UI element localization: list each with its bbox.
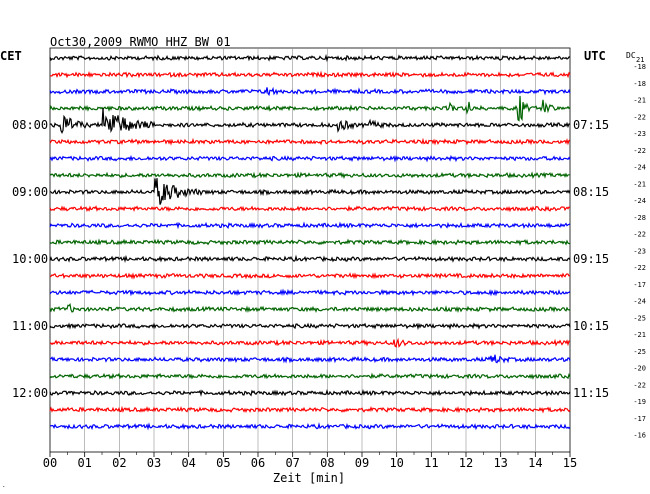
- seismogram-trace: [49, 254, 571, 264]
- dc-offset-label: -22: [633, 113, 646, 121]
- right-timezone-label: UTC: [584, 49, 606, 63]
- left-timezone-label: CET: [0, 49, 22, 63]
- dc-offset-label: -21: [633, 97, 646, 105]
- x-tick-label: 07: [285, 456, 299, 470]
- left-hour-label: 11:00: [12, 319, 48, 333]
- dc-offset-label: -24: [633, 164, 646, 172]
- dc-offset-label: -20: [633, 365, 646, 373]
- seismogram-trace: [49, 70, 571, 79]
- seismogram-trace: [49, 405, 571, 414]
- seismogram-trace: [49, 86, 571, 97]
- dc-offset-label: -22: [633, 231, 646, 239]
- seismogram-trace: [49, 154, 571, 163]
- x-tick-label: 01: [77, 456, 91, 470]
- dc-offset-label: -22: [633, 264, 646, 272]
- seismogram-trace: [49, 53, 571, 63]
- seismogram-trace: [49, 238, 571, 247]
- dc-offset-label: -24: [633, 298, 646, 306]
- x-axis-label: Zeit [min]: [273, 471, 345, 485]
- seismogram-trace: [49, 322, 571, 331]
- corner-mark: .: [2, 482, 6, 489]
- x-tick-label: 15: [563, 456, 577, 470]
- seismogram-trace: [49, 272, 571, 280]
- left-hour-label: 09:00: [12, 185, 48, 199]
- dc-offset-label: -23: [633, 130, 646, 138]
- x-tick-label: 06: [251, 456, 265, 470]
- dc-offset-label: -25: [633, 348, 646, 356]
- x-tick-label: 05: [216, 456, 230, 470]
- x-tick-label: 14: [528, 456, 542, 470]
- dc-label: DC: [626, 51, 636, 60]
- dc-offset-label: -18: [633, 80, 646, 88]
- x-tick-label: 00: [43, 456, 57, 470]
- dc-first-value: 21: [636, 56, 644, 64]
- seismogram-trace: [49, 137, 571, 146]
- dc-offset-label: -22: [633, 381, 646, 389]
- seismogram-trace: [49, 388, 571, 397]
- dc-offset-label: -17: [633, 281, 646, 289]
- x-tick-label: 10: [389, 456, 403, 470]
- right-hour-label: 11:15: [573, 386, 609, 400]
- seismogram-trace: [49, 354, 571, 364]
- x-tick-label: 04: [181, 456, 195, 470]
- seismogram-trace: [49, 205, 571, 213]
- seismogram-trace: [49, 288, 571, 297]
- dc-offset-label: -25: [633, 314, 646, 322]
- dc-offset-label: -24: [633, 197, 646, 205]
- left-hour-label: 10:00: [12, 252, 48, 266]
- left-hour-label: 08:00: [12, 118, 48, 132]
- dc-offset-label: -21: [633, 331, 646, 339]
- right-hour-label: 09:15: [573, 252, 609, 266]
- x-tick-label: 11: [424, 456, 438, 470]
- dc-offset-label: -22: [633, 147, 646, 155]
- dc-offset-label: -28: [633, 214, 646, 222]
- seismogram-trace: [49, 95, 571, 122]
- seismogram-trace: [49, 372, 571, 380]
- right-hour-label: 08:15: [573, 185, 609, 199]
- right-hour-label: 10:15: [573, 319, 609, 333]
- seismogram-trace: [49, 171, 571, 180]
- dc-offset-label: -19: [633, 398, 646, 406]
- seismogram-trace: [49, 108, 570, 134]
- chart-title: Oct30,2009 RWMO HHZ BW 01: [50, 35, 231, 49]
- seismogram-trace: [49, 422, 571, 431]
- left-hour-label: 12:00: [12, 386, 48, 400]
- dc-offset-label: -17: [633, 415, 646, 423]
- x-tick-label: 08: [320, 456, 334, 470]
- x-tick-label: 13: [493, 456, 507, 470]
- x-tick-label: 12: [459, 456, 473, 470]
- seismogram-trace: [49, 302, 571, 314]
- dc-offset-label: -18: [633, 63, 646, 71]
- seismogram-trace: [49, 337, 571, 348]
- x-tick-label: 03: [147, 456, 161, 470]
- x-tick-label: 09: [355, 456, 369, 470]
- dc-offset-label: -16: [633, 432, 646, 440]
- seismogram-trace: [49, 221, 571, 230]
- right-hour-label: 07:15: [573, 118, 609, 132]
- dc-offset-label: -23: [633, 247, 646, 255]
- dc-offset-label: -21: [633, 180, 646, 188]
- x-tick-label: 02: [112, 456, 126, 470]
- seismogram-trace: [49, 178, 571, 205]
